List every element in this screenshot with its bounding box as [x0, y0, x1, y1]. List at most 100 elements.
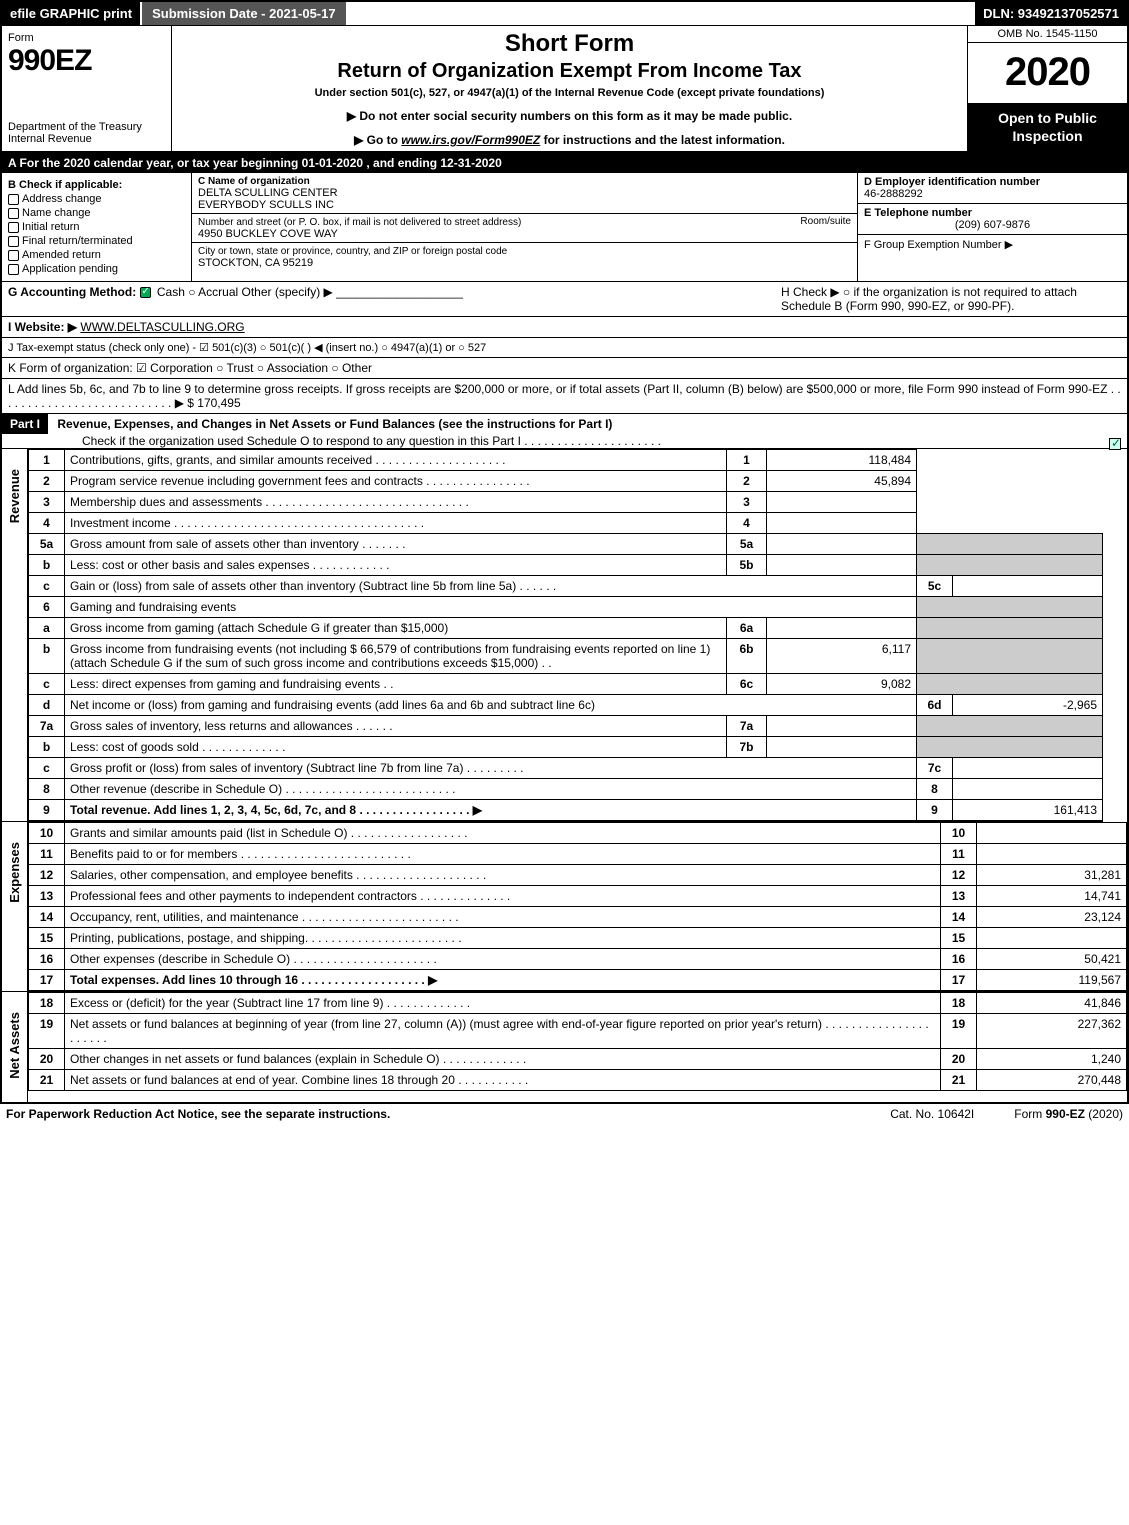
- expenses-section: Expenses 10Grants and similar amounts pa…: [2, 822, 1127, 992]
- tel-label: E Telephone number: [864, 207, 972, 219]
- net-assets-table: 18Excess or (deficit) for the year (Subt…: [28, 992, 1127, 1091]
- check-initial-return[interactable]: Initial return: [8, 221, 185, 233]
- row-g: G Accounting Method: Cash ○ Accrual Othe…: [2, 282, 1127, 317]
- dept-label: Department of the Treasury Internal Reve…: [8, 121, 165, 145]
- line-7b: bLess: cost of goods sold . . . . . . . …: [29, 737, 1103, 758]
- street-label: Number and street (or P. O. box, if mail…: [198, 217, 521, 228]
- line-20: 20Other changes in net assets or fund ba…: [29, 1049, 1127, 1070]
- header-left: Form 990EZ Department of the Treasury In…: [2, 26, 172, 151]
- line-6c: cLess: direct expenses from gaming and f…: [29, 674, 1103, 695]
- footer-left: For Paperwork Reduction Act Notice, see …: [6, 1107, 390, 1121]
- form-label: Form: [8, 32, 165, 44]
- header-mid: Short Form Return of Organization Exempt…: [172, 26, 967, 151]
- part-1-sub: Check if the organization used Schedule …: [2, 434, 661, 448]
- line-21: 21Net assets or fund balances at end of …: [29, 1070, 1127, 1091]
- group-cell: F Group Exemption Number ▶: [858, 235, 1127, 281]
- omb-number: OMB No. 1545-1150: [968, 26, 1127, 43]
- g-opts: Cash ○ Accrual Other (specify) ▶: [157, 285, 333, 299]
- short-form-title: Short Form: [180, 30, 959, 58]
- form-990ez: efile GRAPHIC print Submission Date - 20…: [0, 0, 1129, 1104]
- org-name-2: EVERYBODY SCULLS INC: [198, 199, 334, 211]
- net-assets-side-label: Net Assets: [2, 992, 28, 1102]
- room-label: Room/suite: [800, 216, 851, 227]
- line-14: 14Occupancy, rent, utilities, and mainte…: [29, 907, 1127, 928]
- tel-cell: E Telephone number (209) 607-9876: [858, 204, 1127, 235]
- dln-label: DLN: 93492137052571: [975, 2, 1127, 25]
- line-12: 12Salaries, other compensation, and empl…: [29, 865, 1127, 886]
- col-b: B Check if applicable: Address change Na…: [2, 173, 192, 281]
- org-name-1: DELTA SCULLING CENTER: [198, 187, 338, 199]
- ein-cell: D Employer identification number 46-2888…: [858, 173, 1127, 204]
- street-cell: Number and street (or P. O. box, if mail…: [192, 214, 857, 243]
- irs-link[interactable]: www.irs.gov/Form990EZ: [401, 133, 540, 147]
- info-grid: B Check if applicable: Address change Na…: [2, 173, 1127, 282]
- line-2: 2Program service revenue including gover…: [29, 471, 1103, 492]
- website-value[interactable]: WWW.DELTASCULLING.ORG: [80, 320, 244, 334]
- line-5c: cGain or (loss) from sale of assets othe…: [29, 576, 1103, 597]
- tax-year: 2020: [968, 43, 1127, 103]
- net-assets-section: Net Assets 18Excess or (deficit) for the…: [2, 992, 1127, 1102]
- main-title: Return of Organization Exempt From Incom…: [180, 60, 959, 83]
- line-5b: bLess: cost or other basis and sales exp…: [29, 555, 1103, 576]
- warning-line: ▶ Do not enter social security numbers o…: [180, 109, 959, 123]
- revenue-side-label: Revenue: [2, 449, 28, 821]
- line-9: 9Total revenue. Add lines 1, 2, 3, 4, 5c…: [29, 800, 1103, 821]
- line-6: 6Gaming and fundraising events: [29, 597, 1103, 618]
- line-13: 13Professional fees and other payments t…: [29, 886, 1127, 907]
- expenses-table: 10Grants and similar amounts paid (list …: [28, 822, 1127, 991]
- street-value: 4950 BUCKLEY COVE WAY: [198, 228, 338, 240]
- subtitle: Under section 501(c), 527, or 4947(a)(1)…: [180, 87, 959, 99]
- check-amended-return[interactable]: Amended return: [8, 249, 185, 261]
- revenue-table: 1Contributions, gifts, grants, and simil…: [28, 449, 1103, 821]
- line-19: 19Net assets or fund balances at beginni…: [29, 1014, 1127, 1049]
- g-label: G Accounting Method:: [8, 285, 136, 299]
- cash-checkbox[interactable]: [140, 287, 151, 298]
- row-k: K Form of organization: ☑ Corporation ○ …: [2, 358, 1127, 379]
- line-11: 11Benefits paid to or for members . . . …: [29, 844, 1127, 865]
- check-final-return[interactable]: Final return/terminated: [8, 235, 185, 247]
- part-1-title: Revenue, Expenses, and Changes in Net As…: [51, 414, 618, 434]
- schedule-o-checkbox[interactable]: [1109, 438, 1121, 450]
- check-address-change[interactable]: Address change: [8, 193, 185, 205]
- org-name-label: C Name of organization: [198, 176, 310, 187]
- page-footer: For Paperwork Reduction Act Notice, see …: [0, 1104, 1129, 1124]
- org-name-cell: C Name of organization DELTA SCULLING CE…: [192, 173, 857, 214]
- form-number: 990EZ: [8, 44, 165, 78]
- row-h: H Check ▶ ○ if the organization is not r…: [781, 285, 1121, 313]
- submission-date: Submission Date - 2021-05-17: [142, 2, 346, 25]
- city-value: STOCKTON, CA 95219: [198, 257, 313, 269]
- line-1: 1Contributions, gifts, grants, and simil…: [29, 450, 1103, 471]
- header-right: OMB No. 1545-1150 2020 Open to Public In…: [967, 26, 1127, 151]
- line-4: 4Investment income . . . . . . . . . . .…: [29, 513, 1103, 534]
- header: Form 990EZ Department of the Treasury In…: [2, 26, 1127, 153]
- part-1-header: Part I Revenue, Expenses, and Changes in…: [2, 414, 1127, 449]
- col-b-head: B Check if applicable:: [8, 179, 185, 191]
- tel-value: (209) 607-9876: [864, 219, 1121, 231]
- goto-post: for instructions and the latest informat…: [540, 133, 785, 147]
- line-6b: bGross income from fundraising events (n…: [29, 639, 1103, 674]
- city-cell: City or town, state or province, country…: [192, 243, 857, 271]
- goto-pre: ▶ Go to: [354, 133, 401, 147]
- ein-label: D Employer identification number: [864, 176, 1040, 188]
- line-6d: dNet income or (loss) from gaming and fu…: [29, 695, 1103, 716]
- footer-right: Form 990-EZ (2020): [1014, 1107, 1123, 1121]
- line-8: 8Other revenue (describe in Schedule O) …: [29, 779, 1103, 800]
- city-label: City or town, state or province, country…: [198, 246, 507, 257]
- line-7a: 7aGross sales of inventory, less returns…: [29, 716, 1103, 737]
- line-15: 15Printing, publications, postage, and s…: [29, 928, 1127, 949]
- row-j: J Tax-exempt status (check only one) - ☑…: [2, 338, 1127, 358]
- group-label: F Group Exemption Number ▶: [864, 239, 1013, 251]
- row-a: A For the 2020 calendar year, or tax yea…: [2, 153, 1127, 173]
- col-d: D Employer identification number 46-2888…: [857, 173, 1127, 281]
- top-bar: efile GRAPHIC print Submission Date - 20…: [2, 2, 1127, 26]
- row-l: L Add lines 5b, 6c, and 7b to line 9 to …: [2, 379, 1127, 414]
- check-application-pending[interactable]: Application pending: [8, 263, 185, 275]
- line-5a: 5aGross amount from sale of assets other…: [29, 534, 1103, 555]
- expenses-side-label: Expenses: [2, 822, 28, 991]
- line-10: 10Grants and similar amounts paid (list …: [29, 823, 1127, 844]
- line-17: 17Total expenses. Add lines 10 through 1…: [29, 970, 1127, 991]
- footer-mid: Cat. No. 10642I: [890, 1107, 974, 1121]
- i-label: I Website: ▶: [8, 320, 77, 334]
- line-6a: aGross income from gaming (attach Schedu…: [29, 618, 1103, 639]
- check-name-change[interactable]: Name change: [8, 207, 185, 219]
